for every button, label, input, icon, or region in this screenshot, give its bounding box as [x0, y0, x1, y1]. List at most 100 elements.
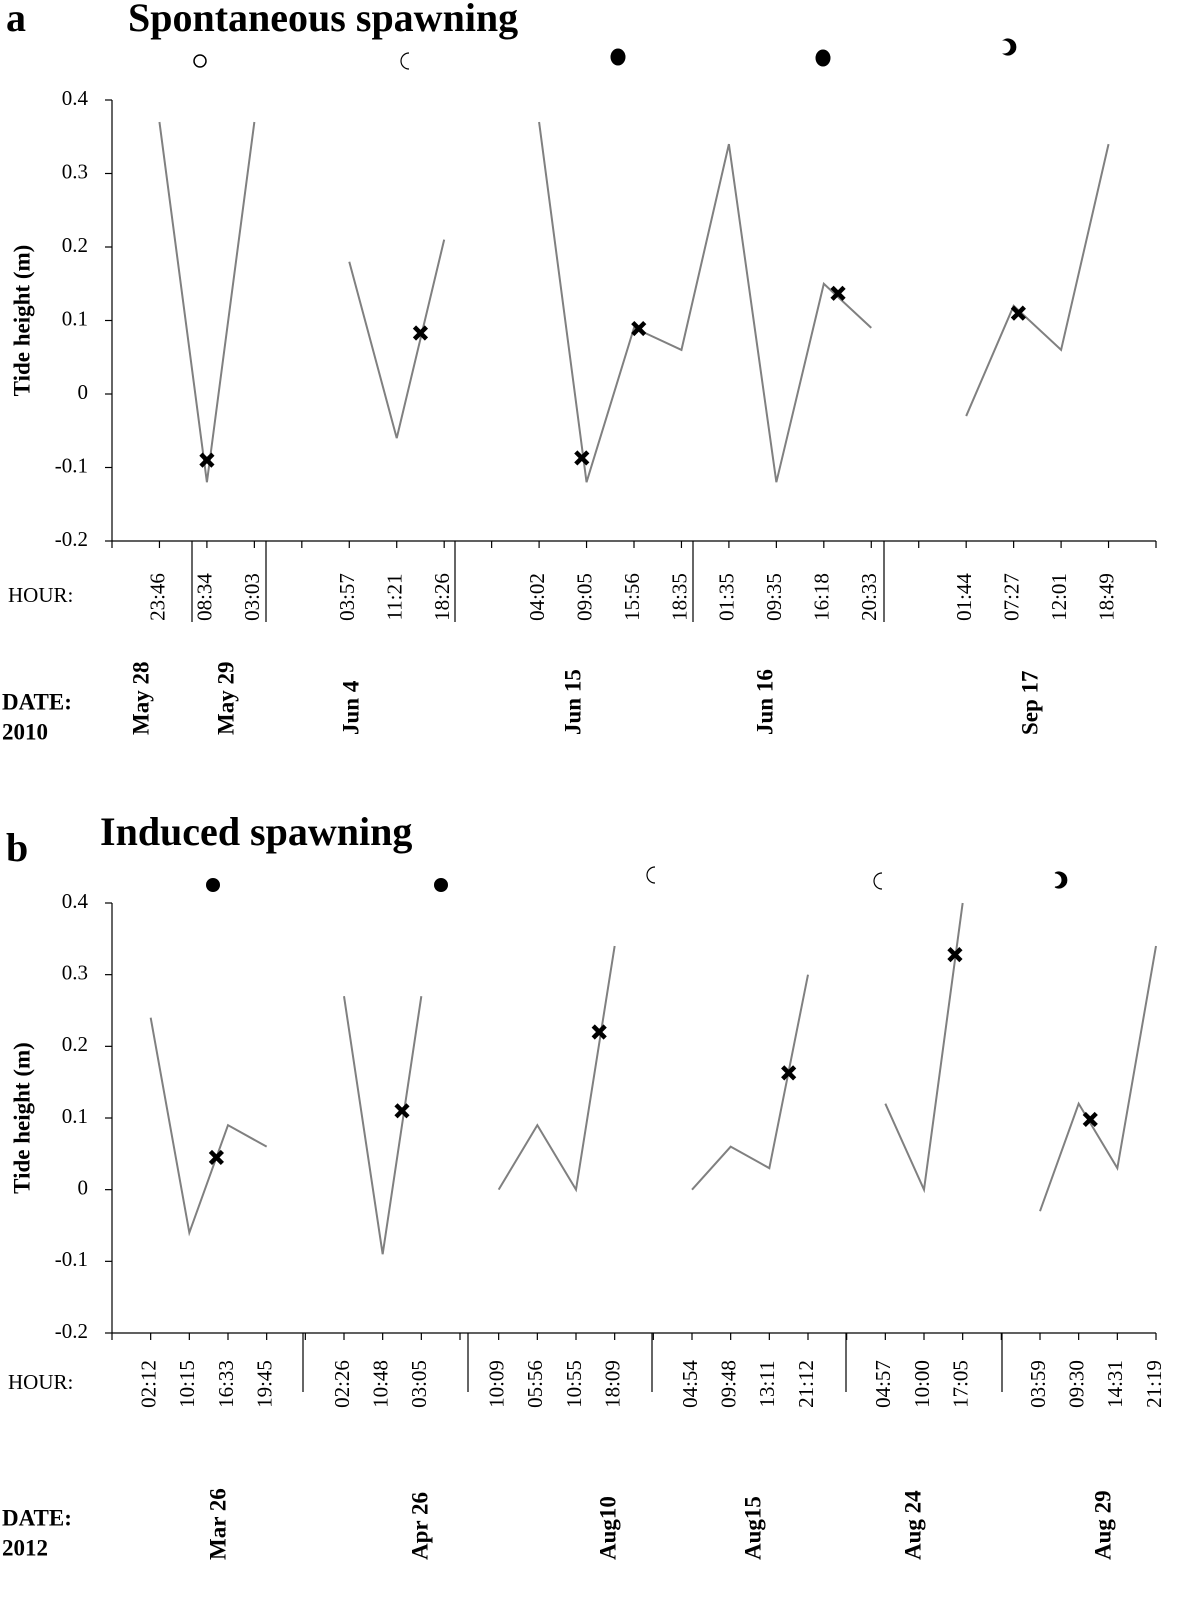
x-tick-label: 10:48 — [368, 1360, 392, 1408]
x-tick-label: 10:15 — [175, 1360, 199, 1408]
panel-letter: a — [6, 0, 26, 40]
date: Aug 29 — [1090, 1490, 1115, 1560]
date: Jun 16 — [752, 669, 777, 735]
date: Aug 24 — [900, 1490, 925, 1560]
x-tick-label: 10:09 — [484, 1360, 508, 1408]
hour-label: HOUR: — [8, 1370, 73, 1394]
y-tick-label: 0.1 — [62, 306, 88, 330]
spawning-marker — [1082, 1111, 1098, 1128]
x-tick-label: 18:49 — [1094, 573, 1118, 621]
date: May 28 — [128, 662, 153, 735]
x-tick-label: 18:09 — [600, 1360, 624, 1408]
x-tick-label: 23:46 — [145, 573, 169, 621]
x-tick-label: 04:54 — [678, 1360, 702, 1408]
x-tick-label: 18:35 — [667, 573, 691, 621]
y-tick-label: 0.4 — [62, 86, 89, 110]
tide-line — [149, 902, 1157, 1255]
chart-title: Spontaneous spawning — [128, 0, 518, 40]
hour-label: HOUR: — [8, 583, 73, 607]
x-tick-label: 03:59 — [1026, 1360, 1050, 1408]
x-tick-label: 03:57 — [335, 573, 359, 621]
moon-new — [434, 878, 448, 892]
x-tick-label: 16:33 — [214, 1360, 238, 1408]
date-label: DATE: — [2, 1505, 72, 1530]
y-tick-label: 0 — [78, 1175, 89, 1199]
x-tick-label: 09:48 — [716, 1360, 740, 1408]
moon-crescent — [1003, 38, 1017, 56]
moon-new — [815, 49, 831, 67]
x-tick-label: 09:05 — [572, 573, 596, 621]
y-tick-label: -0.2 — [55, 527, 88, 551]
x-tick-label: 13:11 — [755, 1360, 779, 1407]
y-tick-label: 0.2 — [62, 233, 88, 257]
date: Sep 17 — [1017, 670, 1042, 735]
x-tick-label: 12:01 — [1047, 573, 1071, 621]
x-tick-label: 09:35 — [762, 573, 786, 621]
date: Mar 26 — [205, 1488, 230, 1560]
moon-icons — [193, 38, 1068, 892]
x-tick-label: 20:33 — [857, 573, 881, 621]
spawning-marker — [1010, 305, 1026, 321]
moon-full — [193, 54, 207, 68]
tide-line — [158, 121, 1110, 483]
x-tick-label: 21:19 — [1142, 1360, 1166, 1408]
spawning-marker — [394, 1103, 410, 1119]
x-tick-label: 02:12 — [136, 1360, 160, 1408]
panel-letter: b — [6, 825, 28, 870]
x-tick-label: 04:02 — [525, 573, 549, 621]
moon-crescent — [1054, 871, 1068, 889]
date: Apr 26 — [407, 1492, 432, 1560]
y-axis-label: Tide height (m) — [9, 1042, 34, 1194]
x-tick-label: 03:03 — [240, 573, 264, 621]
date: Jun 15 — [560, 669, 585, 735]
x-tick-label: 04:57 — [871, 1360, 895, 1408]
spawning-marker — [947, 947, 963, 963]
x-tick-label: 09:30 — [1064, 1360, 1088, 1408]
x-tick-label: 17:05 — [948, 1360, 972, 1408]
date: May 29 — [213, 662, 238, 735]
x-tick-label: 11:21 — [383, 573, 407, 620]
y-tick-label: -0.1 — [55, 1247, 88, 1271]
x-tick-label: 03:05 — [407, 1360, 431, 1408]
y-tick-label: -0.1 — [55, 453, 88, 477]
moon-new — [610, 48, 626, 66]
spawning-marker — [199, 452, 215, 468]
date: Jun 4 — [338, 680, 363, 735]
year-label: 2012 — [2, 1535, 48, 1560]
y-axis-label: Tide height (m) — [9, 245, 34, 397]
y-tick-label: 0.3 — [62, 960, 88, 984]
moon-crescent — [873, 872, 883, 890]
x-tick-label: 01:35 — [715, 573, 739, 621]
x-tick-label: 07:27 — [999, 573, 1023, 621]
x-tick-label: 01:44 — [952, 573, 976, 621]
x-tick-label: 21:12 — [794, 1360, 818, 1408]
y-tick-label: 0.3 — [62, 159, 88, 183]
chart-title: Induced spawning — [100, 809, 412, 854]
x-tick-label: 16:18 — [810, 573, 834, 621]
x-tick-label: 05:56 — [523, 1360, 547, 1408]
date-label: DATE: — [2, 689, 72, 714]
date: Aug15 — [740, 1496, 765, 1560]
y-tick-label: 0.2 — [62, 1032, 88, 1056]
x-tick-label: 15:56 — [620, 573, 644, 621]
x-tick-label: 02:26 — [330, 1360, 354, 1408]
y-tick-label: 0 — [78, 380, 89, 404]
moon-crescent — [400, 52, 410, 70]
spawning-marker — [781, 1065, 797, 1081]
x-tick-label: 10:00 — [910, 1360, 934, 1408]
spawning-marker — [830, 285, 846, 301]
spawning-marker — [412, 325, 429, 341]
spawning-marker — [591, 1024, 607, 1040]
x-tick-label: 14:31 — [1103, 1360, 1127, 1408]
y-tick-label: 0.4 — [62, 889, 89, 913]
moon-new — [206, 878, 220, 892]
spawning-marker — [574, 450, 590, 466]
x-tick-label: 08:34 — [193, 573, 217, 621]
date: Aug10 — [595, 1496, 620, 1560]
spawning-marker — [631, 320, 647, 337]
x-tick-label: 19:45 — [252, 1360, 276, 1408]
y-tick-label: 0.1 — [62, 1104, 88, 1128]
year-label: 2010 — [2, 719, 48, 744]
x-tick-label: 18:26 — [430, 573, 454, 621]
